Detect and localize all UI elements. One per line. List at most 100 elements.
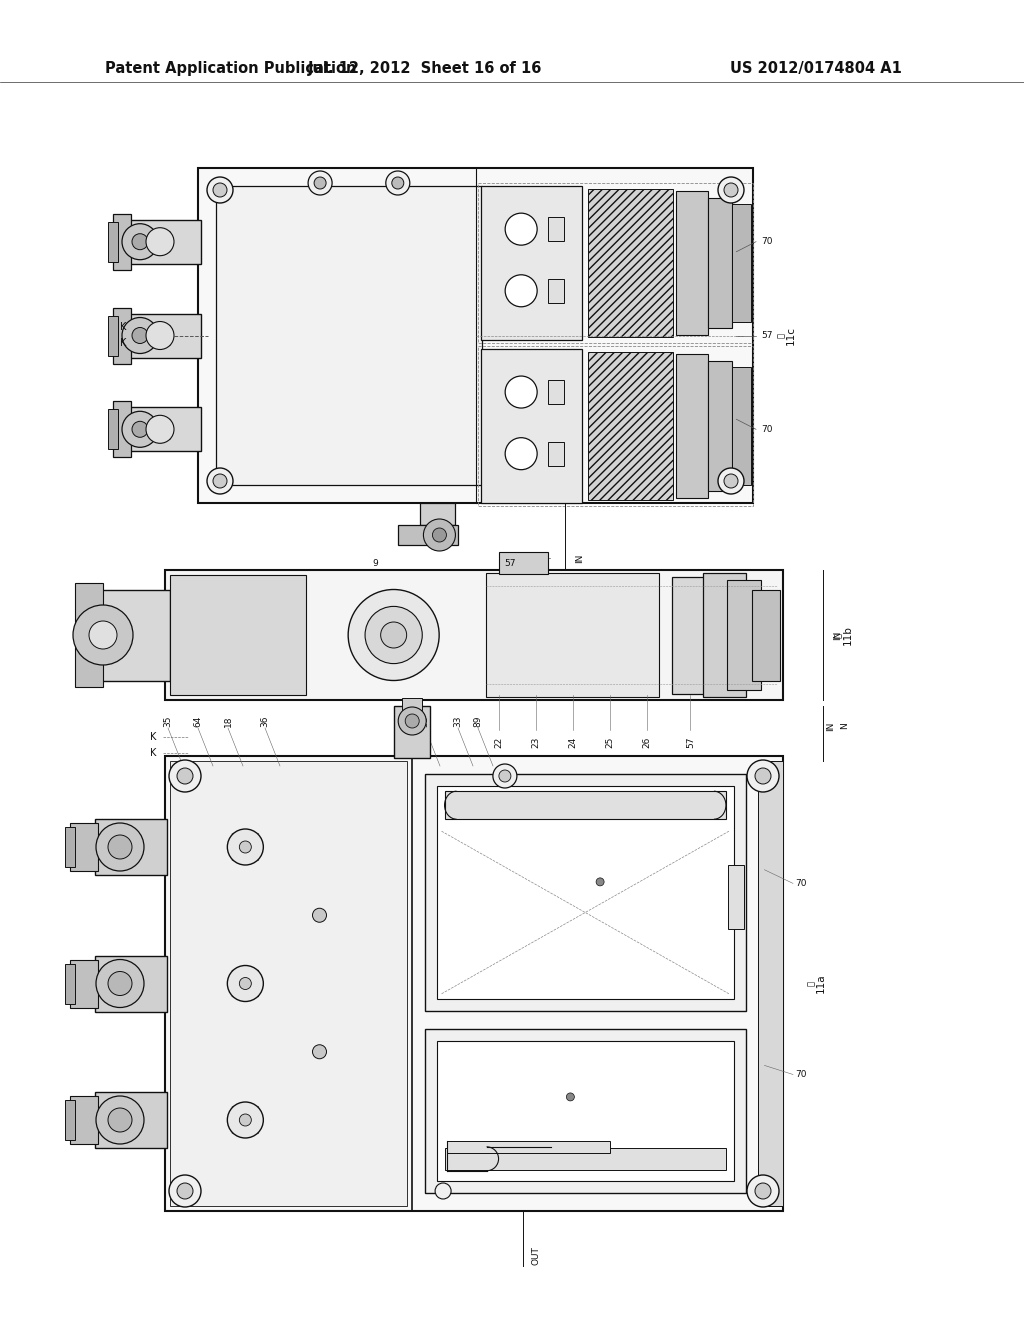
Text: IN: IN (833, 631, 842, 640)
Bar (477, 346, 753, 506)
Circle shape (505, 275, 538, 306)
Text: 70: 70 (761, 425, 772, 434)
Bar (548, 380, 563, 404)
Bar (548, 218, 563, 242)
Bar (548, 279, 563, 302)
Text: 57: 57 (761, 331, 772, 341)
Bar (752, 590, 780, 681)
Text: 57: 57 (686, 737, 695, 747)
Circle shape (312, 1044, 327, 1059)
Bar (170, 576, 306, 696)
Bar (70, 1096, 98, 1144)
Text: N: N (841, 722, 850, 730)
Bar (420, 503, 455, 525)
Text: 图: 图 (776, 333, 785, 338)
Circle shape (108, 836, 132, 859)
Text: 图: 图 (834, 632, 843, 638)
Text: US 2012/0174804 A1: US 2012/0174804 A1 (730, 61, 902, 75)
Bar (65, 828, 75, 867)
Bar (676, 354, 708, 498)
Text: 35: 35 (164, 715, 172, 727)
Circle shape (122, 412, 158, 447)
Text: 11b: 11b (843, 626, 853, 645)
Circle shape (240, 1114, 251, 1126)
Bar (70, 822, 98, 871)
Circle shape (89, 620, 117, 649)
Bar (480, 348, 583, 503)
Bar (165, 570, 783, 700)
Circle shape (746, 1175, 779, 1206)
Circle shape (213, 183, 227, 197)
Circle shape (566, 1093, 574, 1101)
Text: 9: 9 (373, 558, 379, 568)
Text: 36: 36 (260, 715, 269, 727)
Bar (759, 762, 783, 1206)
Bar (113, 401, 131, 457)
Text: 22: 22 (495, 737, 503, 747)
Circle shape (177, 1183, 193, 1199)
Bar (397, 525, 458, 545)
Bar (216, 186, 482, 484)
Circle shape (146, 227, 174, 256)
Bar (100, 590, 170, 681)
Bar (732, 205, 751, 322)
Bar (672, 577, 733, 693)
Text: K: K (120, 322, 126, 333)
Circle shape (96, 1096, 144, 1144)
Bar (480, 186, 583, 341)
Circle shape (314, 177, 326, 189)
Circle shape (505, 376, 538, 408)
Circle shape (755, 1183, 771, 1199)
Text: 11a: 11a (816, 974, 826, 994)
Bar (65, 964, 75, 1003)
Circle shape (169, 1175, 201, 1206)
Circle shape (505, 213, 538, 246)
Bar (165, 756, 783, 1210)
Circle shape (132, 327, 148, 343)
Circle shape (398, 708, 426, 735)
Text: K: K (150, 748, 157, 758)
Circle shape (724, 474, 738, 488)
Bar (95, 956, 167, 1011)
Text: 70: 70 (795, 879, 807, 888)
Text: 38: 38 (421, 715, 429, 727)
Circle shape (240, 978, 251, 990)
Text: 18: 18 (223, 715, 232, 727)
Bar (126, 219, 201, 264)
Bar (113, 214, 131, 269)
Circle shape (755, 768, 771, 784)
Circle shape (146, 416, 174, 444)
Text: Jul. 12, 2012  Sheet 16 of 16: Jul. 12, 2012 Sheet 16 of 16 (308, 61, 542, 75)
Circle shape (392, 177, 403, 189)
Text: 25: 25 (605, 737, 614, 747)
Circle shape (499, 770, 511, 781)
Bar (425, 775, 745, 1011)
Text: IN: IN (826, 721, 836, 731)
Circle shape (227, 829, 263, 865)
Bar (95, 818, 167, 875)
Bar (75, 583, 103, 686)
Circle shape (424, 519, 456, 550)
Circle shape (718, 469, 744, 494)
Circle shape (73, 605, 133, 665)
Text: IN: IN (574, 553, 584, 562)
Circle shape (348, 590, 439, 681)
Bar (548, 442, 563, 466)
Circle shape (240, 841, 251, 853)
Text: 57: 57 (504, 558, 516, 568)
Bar (727, 581, 762, 689)
Circle shape (227, 965, 263, 1002)
Circle shape (381, 622, 407, 648)
Bar (425, 1030, 745, 1193)
Bar (394, 706, 430, 758)
Circle shape (207, 177, 233, 203)
Bar (95, 1092, 167, 1148)
Bar (588, 352, 673, 500)
Circle shape (312, 908, 327, 923)
Circle shape (108, 1107, 132, 1133)
Text: 23: 23 (531, 737, 541, 747)
Bar (65, 1100, 75, 1140)
Bar (728, 865, 743, 929)
Bar (402, 698, 422, 710)
Circle shape (122, 223, 158, 260)
